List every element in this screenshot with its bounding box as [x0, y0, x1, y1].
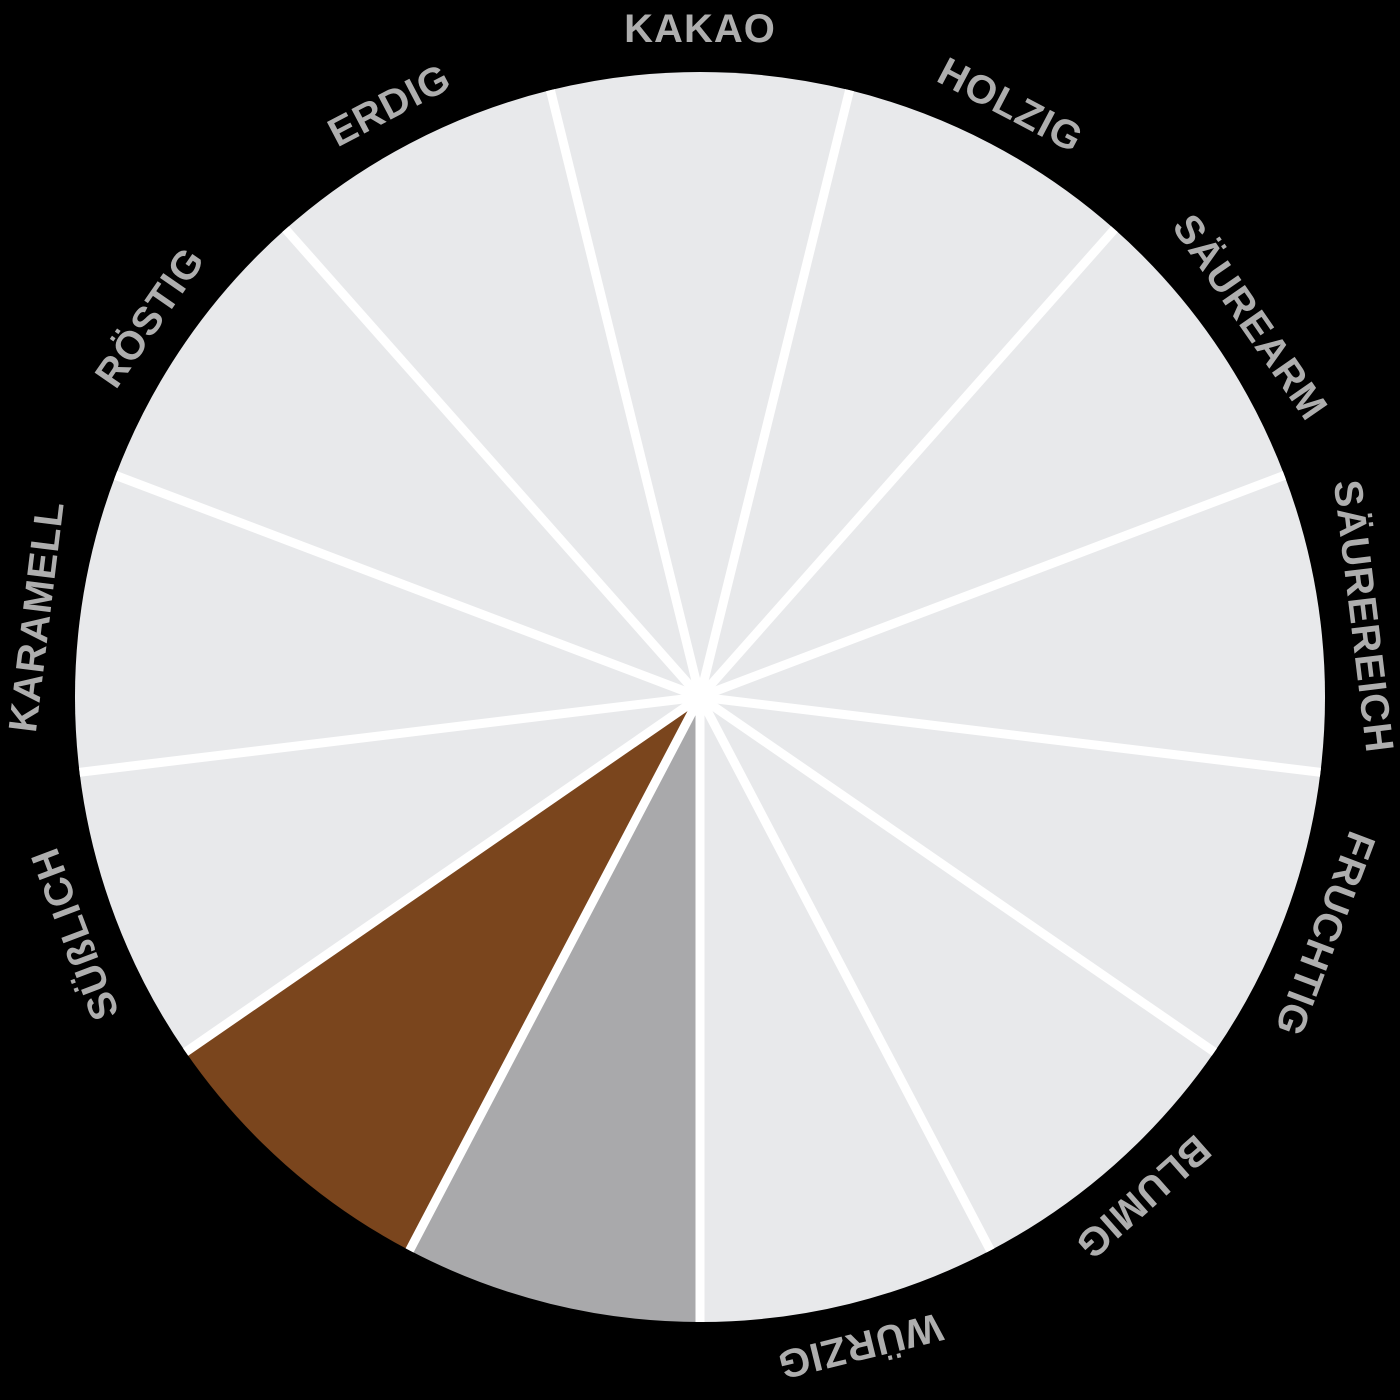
wheel-segment-blumig[interactable] — [700, 697, 1215, 1251]
wheel-segment-highlight-8[interactable] — [185, 697, 700, 1251]
segment-label-kakao: KAKAO — [624, 7, 776, 51]
wheel-segment-fruchtig[interactable] — [700, 697, 1321, 1053]
wheel-segment-suesslich[interactable] — [79, 697, 700, 1053]
wheel-segment-saeurereich[interactable] — [700, 475, 1325, 773]
wheel-segment-wuerzig[interactable] — [700, 697, 991, 1322]
segment-label-saeurereich: SÄUREREICH — [1325, 478, 1400, 756]
segment-separator — [696, 694, 995, 1253]
segment-separator — [405, 694, 704, 1253]
segment-separator — [114, 471, 702, 702]
wheel-segment-roestig[interactable] — [115, 229, 701, 697]
wheel-segment-erdig[interactable] — [285, 90, 700, 697]
segment-label-karamell: KARAMELL — [1, 499, 73, 735]
segment-separator — [695, 89, 854, 699]
wheel-segment-kakao[interactable] — [550, 71, 850, 697]
segment-separator — [183, 693, 703, 1056]
segment-separator — [699, 692, 1321, 777]
wheel-segment-karamell[interactable] — [75, 475, 701, 773]
wheel-segment-highlight-7[interactable] — [409, 697, 700, 1322]
segment-separator — [698, 471, 1286, 702]
segment-separator — [282, 226, 704, 700]
segment-separator — [546, 89, 705, 699]
segment-separator — [79, 692, 701, 777]
segment-separator — [697, 693, 1217, 1056]
segment-label-wuerzig: WÜRZIG — [773, 1304, 947, 1388]
wheel-segment-saeurearm[interactable] — [700, 229, 1285, 697]
segment-separator — [696, 226, 1118, 700]
wheel-segment-holzig[interactable] — [700, 90, 1115, 697]
